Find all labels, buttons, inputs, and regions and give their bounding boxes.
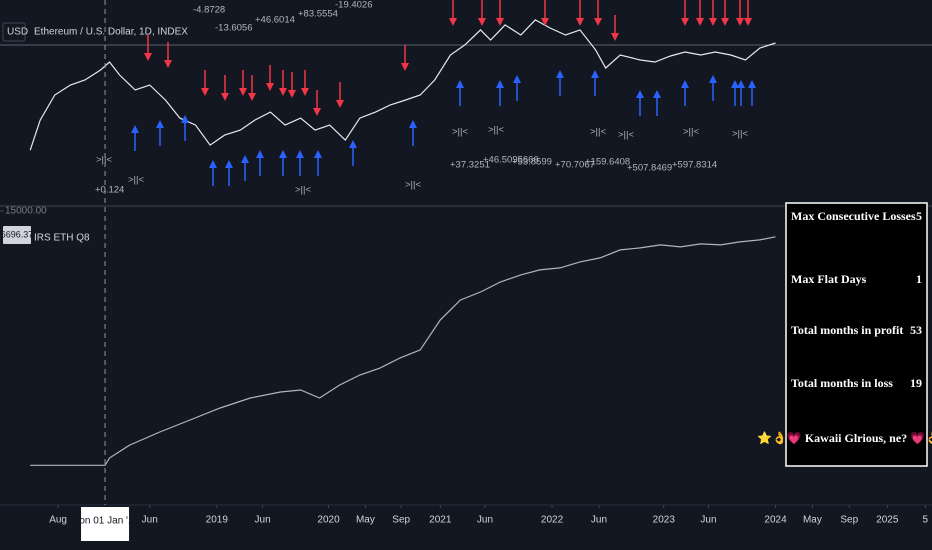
last-value-label: 6696.37	[1, 229, 34, 239]
trade-pnl: +53.8599	[512, 157, 552, 168]
indicator-title: IRS ETH Q8	[34, 233, 90, 244]
currency[interactable]: USD	[7, 27, 28, 38]
table-cell: 53	[910, 323, 922, 337]
currency-button[interactable]	[2, 22, 26, 42]
table-footer: ⭐👌💗 Kawaii Glrious, ne? 💗👌⭐	[757, 431, 932, 445]
trade-pnl: +597.8314	[672, 160, 717, 171]
x-tick-label: 2025	[876, 515, 899, 526]
x-tick-label: Sep	[392, 515, 410, 526]
x-tick-label: 2023	[653, 515, 676, 526]
table-cell: 5	[916, 209, 922, 223]
table-frame	[785, 202, 928, 467]
equity-pane: 15000.00	[0, 206, 776, 466]
trade-pnl: +159.6408	[585, 157, 630, 168]
x-tick-label: Jun	[700, 515, 716, 526]
trade-pnl: +46.5095666	[483, 155, 539, 166]
trade-mark: >||<	[405, 180, 421, 191]
table-cell: Total months in loss	[791, 376, 893, 390]
trade-mark: >||<	[732, 129, 748, 140]
x-tick-label: Jun	[477, 515, 493, 526]
y-tick-label: 15000.00	[5, 206, 47, 217]
table-cell: 19	[910, 376, 922, 390]
trade-mark: >||<	[618, 130, 634, 141]
trade-pnl: -19.4026	[335, 0, 373, 11]
trade-pnl: -4.8728	[193, 5, 225, 16]
x-tick-label: Jun	[255, 515, 271, 526]
trade-mark: >||<	[452, 127, 468, 138]
trade-mark: >||<	[590, 127, 606, 138]
x-tick-label: 2019	[206, 515, 229, 526]
trade-pnl: +70.7067	[555, 160, 595, 171]
x-tick-label: 2022	[541, 515, 564, 526]
x-tick-label: Jun	[142, 515, 158, 526]
trade-mark: >||<	[683, 127, 699, 138]
last-value-box	[3, 226, 31, 244]
line	[30, 236, 776, 466]
trade-pnl: +0.124	[95, 185, 124, 196]
trade-annotations: +0.124 -4.8728 -13.6056 +46.6014 +83.555…	[95, 0, 748, 196]
trade-mark: >||<	[295, 185, 311, 196]
price-pane	[29, 19, 776, 151]
table-cell: Total months in profit	[791, 323, 903, 337]
x-tick-label: 2024	[764, 515, 787, 526]
symbol-title: Ethereum / U.S. Dollar, 1D, INDEX	[34, 27, 188, 38]
trade-mark: >||<	[128, 175, 144, 186]
x-tick-label: May	[803, 515, 822, 526]
x-tick-label: Aug	[49, 515, 67, 526]
x-tick-label: Sep	[840, 515, 858, 526]
trade-pnl: +46.6014	[255, 15, 295, 26]
x-tick-label: 2021	[429, 515, 452, 526]
trade-pnl: +507.8469	[627, 163, 672, 174]
x-tick-label: May	[356, 515, 375, 526]
table-cell: Max Consecutive Losses	[791, 209, 916, 223]
crosshair-label: Mon 01 Jan '18	[71, 516, 140, 527]
stats-table: Max Consecutive Losses 5 Max Flat Days 1…	[757, 202, 932, 467]
x-tick-label: Jun	[591, 515, 607, 526]
table-cell: 1	[916, 272, 922, 286]
table-cell: Max Flat Days	[791, 272, 867, 286]
trade-mark: >||<	[488, 125, 504, 136]
trade-pnl: -13.6056	[215, 23, 253, 34]
trade-pnl: +37.3251	[450, 160, 490, 171]
line	[29, 19, 776, 151]
x-tick-label: 5	[923, 515, 929, 526]
x-tick-label: 2020	[317, 515, 340, 526]
trade-pnl: +83.5554	[298, 9, 338, 20]
trade-mark: >||<	[96, 155, 112, 166]
crosshair-label-box	[81, 507, 130, 541]
